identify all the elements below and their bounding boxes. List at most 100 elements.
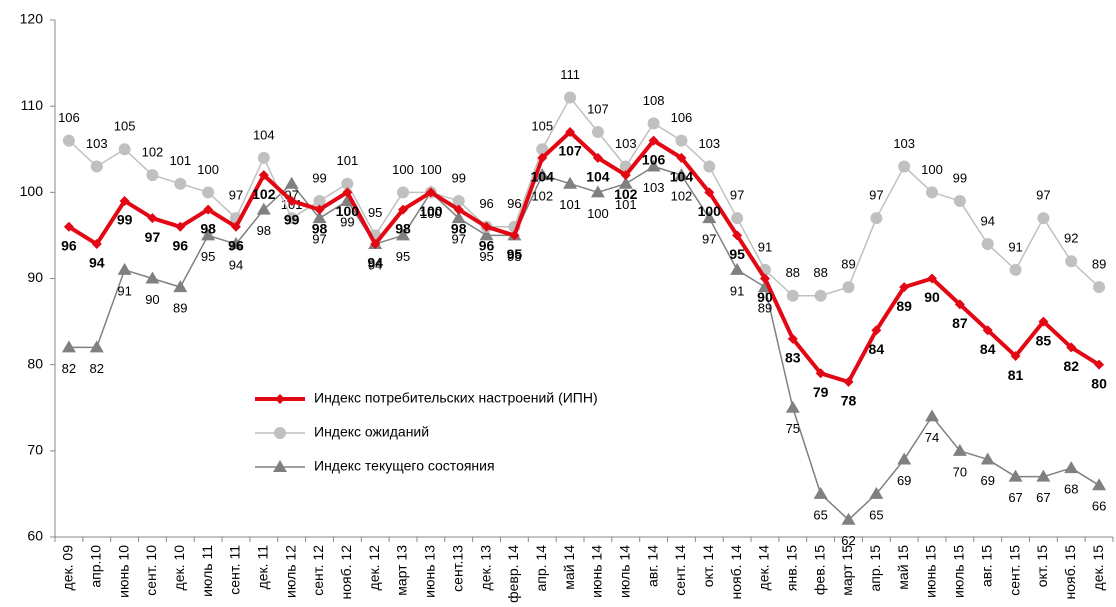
data-label: 81	[1008, 367, 1024, 383]
point	[982, 325, 993, 336]
data-label: 89	[841, 257, 855, 272]
point	[759, 273, 770, 284]
point	[119, 195, 130, 206]
x-tick-label: февр. 14	[505, 545, 521, 603]
point	[1094, 359, 1105, 370]
x-tick-label: сент. 14	[672, 545, 688, 596]
data-label: 80	[1091, 375, 1107, 391]
point	[509, 230, 520, 241]
data-label: 85	[1036, 332, 1052, 348]
data-label: 103	[893, 136, 915, 151]
point	[1065, 255, 1078, 268]
data-label: 97	[145, 229, 161, 245]
data-label: 108	[643, 93, 665, 108]
x-tick-label: нояб. 12	[338, 545, 354, 600]
point	[314, 204, 325, 215]
point	[145, 271, 160, 284]
x-tick-label: янв. 15	[784, 545, 800, 591]
point	[536, 143, 549, 156]
point	[284, 176, 299, 189]
data-label: 65	[813, 507, 827, 522]
data-label: 102	[252, 186, 276, 202]
point	[841, 512, 856, 525]
data-label: 97	[229, 188, 243, 203]
data-label: 103	[643, 180, 665, 195]
data-label: 95	[201, 249, 215, 264]
x-tick-label: авг. 14	[644, 545, 660, 587]
point	[173, 280, 188, 293]
data-label: 94	[367, 255, 383, 271]
point	[1008, 469, 1023, 482]
point	[117, 262, 132, 275]
data-label: 70	[953, 464, 967, 479]
x-tick-label: апр. 15	[867, 545, 883, 592]
data-label: 97	[869, 188, 883, 203]
data-label: 98	[312, 220, 328, 236]
point	[481, 221, 492, 232]
point	[981, 238, 994, 251]
data-label: 96	[173, 238, 189, 254]
x-tick-label: сент. 15	[1006, 545, 1022, 596]
x-tick-label: сент. 12	[310, 545, 326, 596]
x-tick-label: дек. 13	[477, 545, 493, 591]
point	[563, 176, 578, 189]
data-label: 67	[1036, 490, 1050, 505]
legend-label: Индекс ожиданий	[314, 424, 429, 440]
point	[646, 159, 661, 172]
point	[62, 134, 75, 147]
point	[870, 212, 883, 225]
point	[871, 325, 882, 336]
data-label: 84	[869, 341, 885, 357]
point	[90, 160, 103, 173]
x-tick-label: нояб. 14	[728, 545, 744, 600]
point	[1010, 351, 1021, 362]
data-label: 95	[507, 246, 523, 262]
point	[590, 185, 605, 198]
point	[174, 177, 187, 190]
data-label: 90	[757, 289, 773, 305]
y-tick-label: 60	[27, 528, 43, 544]
point	[1093, 281, 1106, 294]
x-tick-label: июнь 14	[589, 545, 605, 598]
data-label: 92	[1064, 231, 1078, 246]
data-label: 97	[451, 232, 465, 247]
data-label: 101	[336, 153, 358, 168]
point	[813, 486, 828, 499]
point	[565, 127, 576, 138]
x-tick-label: фев. 15	[811, 545, 827, 595]
point	[1092, 478, 1107, 491]
point	[704, 187, 715, 198]
point	[648, 135, 659, 146]
data-label: 107	[587, 101, 609, 116]
data-label: 82	[1063, 358, 1079, 374]
point	[396, 228, 411, 241]
data-label: 88	[813, 265, 827, 280]
point	[702, 211, 717, 224]
data-label: 88	[786, 265, 800, 280]
data-label: 90	[145, 292, 159, 307]
point	[203, 204, 214, 215]
x-tick-label: дек. 09	[60, 545, 76, 591]
data-label: 107	[558, 143, 582, 159]
point	[1038, 316, 1049, 327]
data-label: 95	[507, 249, 521, 264]
point	[897, 452, 912, 465]
data-label: 106	[671, 110, 693, 125]
point	[201, 228, 216, 241]
data-label: 100	[698, 203, 722, 219]
point	[479, 228, 494, 241]
x-tick-label: март 15	[839, 545, 855, 596]
point	[312, 211, 327, 224]
point	[398, 204, 409, 215]
point	[230, 221, 241, 232]
point	[397, 186, 410, 199]
data-label: 100	[921, 162, 943, 177]
data-label: 96	[479, 196, 493, 211]
point	[273, 460, 287, 472]
data-label: 98	[451, 220, 467, 236]
x-tick-label: дек. 11	[255, 545, 271, 590]
data-label: 75	[786, 421, 800, 436]
point	[537, 152, 548, 163]
data-label: 97	[1036, 188, 1050, 203]
data-label: 104	[670, 169, 694, 185]
